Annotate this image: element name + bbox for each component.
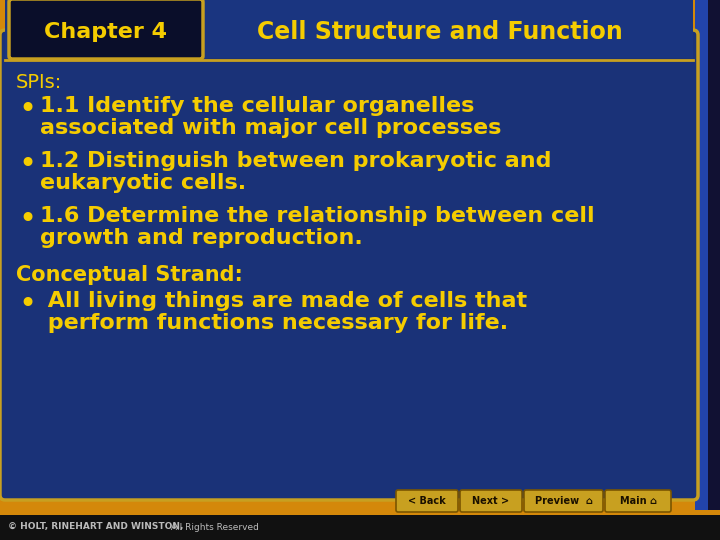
Text: 1.2 Distinguish between prokaryotic and: 1.2 Distinguish between prokaryotic and [40,151,552,171]
Text: •: • [18,290,36,319]
Bar [0,515,720,540]
Text: eukaryotic cells.: eukaryotic cells. [40,173,246,193]
Text: Main ⌂: Main ⌂ [619,496,657,506]
Text: •: • [18,205,36,234]
Text: •: • [18,95,36,124]
FancyBboxPatch shape [0,30,698,500]
FancyBboxPatch shape [460,490,522,512]
Text: All living things are made of cells that: All living things are made of cells that [40,291,527,311]
Text: Conceptual Strand:: Conceptual Strand: [16,265,243,285]
Bar [5,0,693,58]
Text: 1.6 Determine the relationship between cell: 1.6 Determine the relationship between c… [40,206,595,226]
Text: © HOLT, RINEHART AND WINSTON,: © HOLT, RINEHART AND WINSTON, [8,523,184,531]
FancyBboxPatch shape [9,0,203,59]
Text: < Back: < Back [408,496,446,506]
Text: All Rights Reserved: All Rights Reserved [168,523,259,531]
Text: •: • [18,150,36,179]
Text: Cell Structure and Function: Cell Structure and Function [257,20,623,44]
FancyBboxPatch shape [396,490,458,512]
Text: 1.1 Identify the cellular organelles: 1.1 Identify the cellular organelles [40,96,474,116]
Text: Chapter 4: Chapter 4 [45,22,168,42]
FancyBboxPatch shape [605,490,671,512]
Bar [695,0,720,510]
Text: perform functions necessary for life.: perform functions necessary for life. [40,313,508,333]
Bar [708,0,720,510]
Text: associated with major cell processes: associated with major cell processes [40,118,501,138]
Text: Next >: Next > [472,496,510,506]
Text: growth and reproduction.: growth and reproduction. [40,228,363,248]
Text: Preview  ⌂: Preview ⌂ [534,496,593,506]
FancyBboxPatch shape [524,490,603,512]
Text: SPIs:: SPIs: [16,73,62,92]
